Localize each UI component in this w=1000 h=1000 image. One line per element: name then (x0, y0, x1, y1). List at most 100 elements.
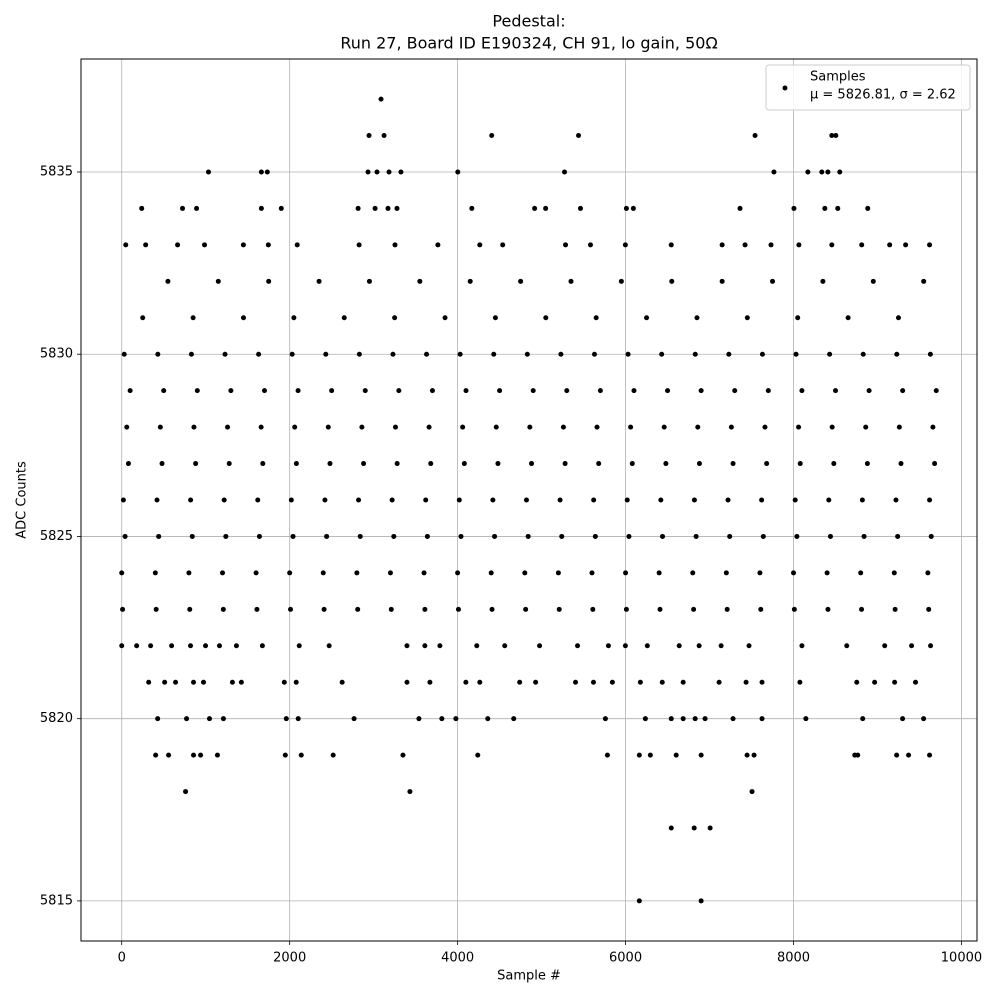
point (799, 643, 805, 649)
point (594, 424, 600, 430)
point (913, 679, 919, 685)
point (665, 388, 671, 394)
point (759, 679, 765, 685)
point (155, 716, 161, 722)
point (749, 789, 755, 795)
point (198, 752, 204, 758)
point (424, 351, 430, 357)
point (895, 315, 901, 321)
point (562, 169, 568, 175)
point (127, 388, 133, 394)
point (673, 752, 679, 758)
point (254, 606, 260, 612)
point (320, 570, 326, 576)
point (727, 533, 733, 539)
point (357, 533, 363, 539)
point (229, 679, 235, 685)
point (389, 497, 395, 503)
point (322, 497, 328, 503)
point (422, 606, 428, 612)
point (429, 388, 435, 394)
point (762, 424, 768, 430)
point (844, 643, 850, 649)
point (442, 315, 448, 321)
point (463, 388, 469, 394)
point (356, 242, 362, 248)
point (326, 643, 332, 649)
point (355, 205, 361, 211)
x-axis-label: Sample # (497, 969, 561, 984)
point (559, 533, 565, 539)
point (796, 424, 802, 430)
point (636, 752, 642, 758)
point (833, 133, 839, 139)
x-tick-label: 8000 (777, 951, 810, 966)
point (391, 533, 397, 539)
point (590, 606, 596, 612)
point (416, 716, 422, 722)
point (256, 533, 262, 539)
point (258, 424, 264, 430)
x-tick-label: 10000 (941, 951, 982, 966)
point (925, 570, 931, 576)
point (921, 278, 927, 284)
point (622, 242, 628, 248)
y-axis-label: ADC Counts (15, 461, 30, 539)
point (500, 242, 506, 248)
point (221, 497, 227, 503)
point (602, 716, 608, 722)
point (591, 351, 597, 357)
point (691, 497, 697, 503)
point (692, 716, 698, 722)
point (768, 242, 774, 248)
point (325, 424, 331, 430)
point (928, 643, 934, 649)
point (439, 716, 445, 722)
point (291, 315, 297, 321)
point (453, 716, 459, 722)
point (463, 679, 469, 685)
point (824, 570, 830, 576)
point (793, 351, 799, 357)
point (492, 533, 498, 539)
point (644, 315, 650, 321)
point (460, 424, 466, 430)
point (388, 606, 394, 612)
point (424, 533, 430, 539)
point (644, 643, 650, 649)
point (623, 205, 629, 211)
point (202, 242, 208, 248)
point (361, 461, 367, 467)
point (165, 278, 171, 284)
point (191, 424, 197, 430)
point (255, 497, 261, 503)
point (183, 789, 189, 795)
point (737, 205, 743, 211)
point (404, 679, 410, 685)
point (203, 643, 209, 649)
point (692, 351, 698, 357)
point (394, 205, 400, 211)
point (488, 570, 494, 576)
point (791, 570, 797, 576)
point (744, 752, 750, 758)
point (657, 606, 663, 612)
point (238, 679, 244, 685)
y-tick-label: 5815 (40, 893, 73, 908)
point (604, 752, 610, 758)
point (759, 716, 765, 722)
point (854, 679, 860, 685)
point (894, 351, 900, 357)
point (696, 461, 702, 467)
point (659, 351, 665, 357)
point (125, 461, 131, 467)
point (522, 570, 528, 576)
point (797, 461, 803, 467)
point (154, 497, 160, 503)
point (493, 424, 499, 430)
point (492, 315, 498, 321)
point (742, 242, 748, 248)
point (609, 679, 615, 685)
point (791, 606, 797, 612)
point (625, 351, 631, 357)
